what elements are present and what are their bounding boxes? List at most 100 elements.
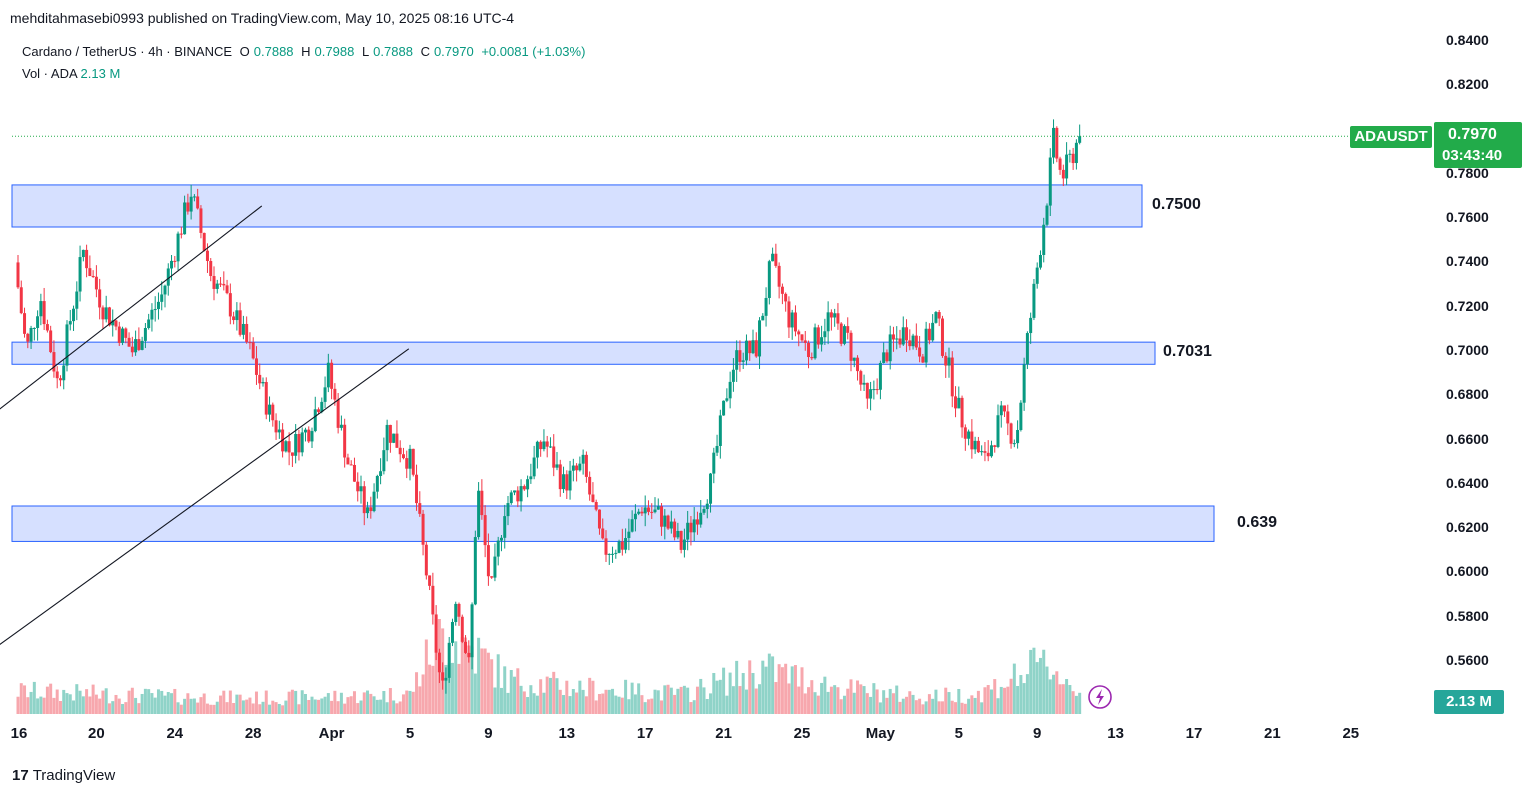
candle-body[interactable] bbox=[1022, 364, 1026, 403]
candle-body[interactable] bbox=[271, 404, 275, 421]
candle-body[interactable] bbox=[836, 313, 840, 324]
candle-body[interactable] bbox=[575, 465, 579, 471]
candle-body[interactable] bbox=[486, 545, 490, 577]
candle-body[interactable] bbox=[124, 328, 128, 338]
candle-body[interactable] bbox=[718, 415, 722, 446]
candle-body[interactable] bbox=[709, 473, 713, 504]
candle-body[interactable] bbox=[954, 396, 958, 409]
candle-body[interactable] bbox=[222, 283, 226, 286]
candle-body[interactable] bbox=[392, 433, 396, 443]
candle-body[interactable] bbox=[1068, 153, 1072, 155]
candle-body[interactable] bbox=[529, 476, 533, 480]
candle-body[interactable] bbox=[117, 326, 121, 343]
candle-body[interactable] bbox=[820, 337, 824, 345]
candle-body[interactable] bbox=[927, 328, 931, 341]
candle-body[interactable] bbox=[571, 465, 575, 471]
candle-body[interactable] bbox=[908, 340, 912, 347]
candle-body[interactable] bbox=[914, 335, 918, 348]
candle-body[interactable] bbox=[617, 541, 621, 553]
candle-body[interactable] bbox=[758, 320, 762, 357]
candle-body[interactable] bbox=[101, 307, 105, 320]
candle-body[interactable] bbox=[235, 310, 239, 321]
candle-body[interactable] bbox=[228, 293, 232, 317]
candle-body[interactable] bbox=[970, 431, 974, 450]
candle-body[interactable] bbox=[911, 335, 915, 347]
candle-body[interactable] bbox=[130, 346, 134, 353]
channel-lower-line[interactable] bbox=[0, 348, 410, 703]
candle-body[interactable] bbox=[875, 389, 879, 391]
candle-body[interactable] bbox=[823, 331, 827, 338]
candle-body[interactable] bbox=[473, 537, 477, 605]
candle-body[interactable] bbox=[333, 388, 337, 400]
candle-body[interactable] bbox=[330, 362, 334, 389]
candle-body[interactable] bbox=[290, 452, 294, 456]
candle-body[interactable] bbox=[62, 365, 66, 381]
candle-body[interactable] bbox=[137, 339, 141, 350]
candle-body[interactable] bbox=[578, 463, 582, 471]
candle-body[interactable] bbox=[359, 486, 363, 492]
candle-body[interactable] bbox=[993, 445, 997, 447]
candle-body[interactable] bbox=[695, 519, 699, 525]
candle-body[interactable] bbox=[336, 399, 340, 428]
candle-body[interactable] bbox=[545, 441, 549, 447]
candle-body[interactable] bbox=[232, 316, 236, 321]
candle-body[interactable] bbox=[121, 328, 125, 343]
candle-body[interactable] bbox=[356, 481, 360, 492]
candle-body[interactable] bbox=[490, 576, 494, 578]
candle-body[interactable] bbox=[114, 320, 118, 327]
candle-body[interactable] bbox=[418, 503, 422, 514]
candle-body[interactable] bbox=[637, 511, 641, 514]
candle-body[interactable] bbox=[326, 362, 330, 388]
candle-body[interactable] bbox=[568, 470, 572, 491]
candle-body[interactable] bbox=[284, 441, 288, 452]
candle-body[interactable] bbox=[32, 327, 36, 329]
candle-body[interactable] bbox=[431, 585, 435, 615]
candle-body[interactable] bbox=[751, 340, 755, 354]
candle-body[interactable] bbox=[140, 340, 144, 350]
candle-body[interactable] bbox=[147, 319, 151, 329]
candle-body[interactable] bbox=[761, 315, 765, 321]
candle-body[interactable] bbox=[447, 642, 451, 678]
candle-body[interactable] bbox=[1025, 333, 1029, 365]
candle-body[interactable] bbox=[862, 382, 866, 385]
candle-body[interactable] bbox=[395, 433, 399, 448]
candle-body[interactable] bbox=[19, 287, 23, 314]
candle-body[interactable] bbox=[496, 540, 500, 557]
candle-body[interactable] bbox=[1038, 254, 1042, 268]
candle-body[interactable] bbox=[1055, 127, 1059, 159]
candle-body[interactable] bbox=[771, 253, 775, 262]
candle-body[interactable] bbox=[160, 294, 164, 302]
candle-body[interactable] bbox=[594, 502, 598, 510]
candle-body[interactable] bbox=[738, 350, 742, 362]
support-resistance-zone[interactable] bbox=[11, 505, 1215, 542]
flash-icon[interactable] bbox=[1088, 685, 1112, 709]
candle-body[interactable] bbox=[385, 424, 389, 451]
candle-body[interactable] bbox=[1058, 158, 1062, 170]
candle-body[interactable] bbox=[539, 441, 543, 450]
candle-body[interactable] bbox=[813, 327, 817, 359]
candle-body[interactable] bbox=[55, 371, 59, 379]
candle-body[interactable] bbox=[526, 479, 530, 490]
candle-body[interactable] bbox=[950, 357, 954, 397]
candle-body[interactable] bbox=[375, 475, 379, 492]
candle-body[interactable] bbox=[372, 491, 376, 512]
candle-body[interactable] bbox=[725, 398, 729, 401]
candle-body[interactable] bbox=[23, 313, 27, 334]
candle-body[interactable] bbox=[192, 196, 196, 198]
candle-body[interactable] bbox=[774, 253, 778, 266]
candle-body[interactable] bbox=[199, 208, 203, 233]
candle-body[interactable] bbox=[68, 321, 72, 325]
candle-body[interactable] bbox=[1029, 317, 1033, 334]
candle-body[interactable] bbox=[839, 323, 843, 344]
candle-body[interactable] bbox=[405, 458, 409, 469]
candle-body[interactable] bbox=[29, 327, 33, 342]
candle-body[interactable] bbox=[597, 509, 601, 529]
candle-body[interactable] bbox=[882, 352, 886, 363]
candle-body[interactable] bbox=[754, 340, 758, 357]
candle-body[interactable] bbox=[764, 297, 768, 316]
candle-body[interactable] bbox=[689, 522, 693, 533]
candle-body[interactable] bbox=[317, 409, 321, 412]
candle-body[interactable] bbox=[1006, 411, 1010, 424]
candle-body[interactable] bbox=[960, 397, 964, 428]
candle-body[interactable] bbox=[999, 405, 1003, 416]
